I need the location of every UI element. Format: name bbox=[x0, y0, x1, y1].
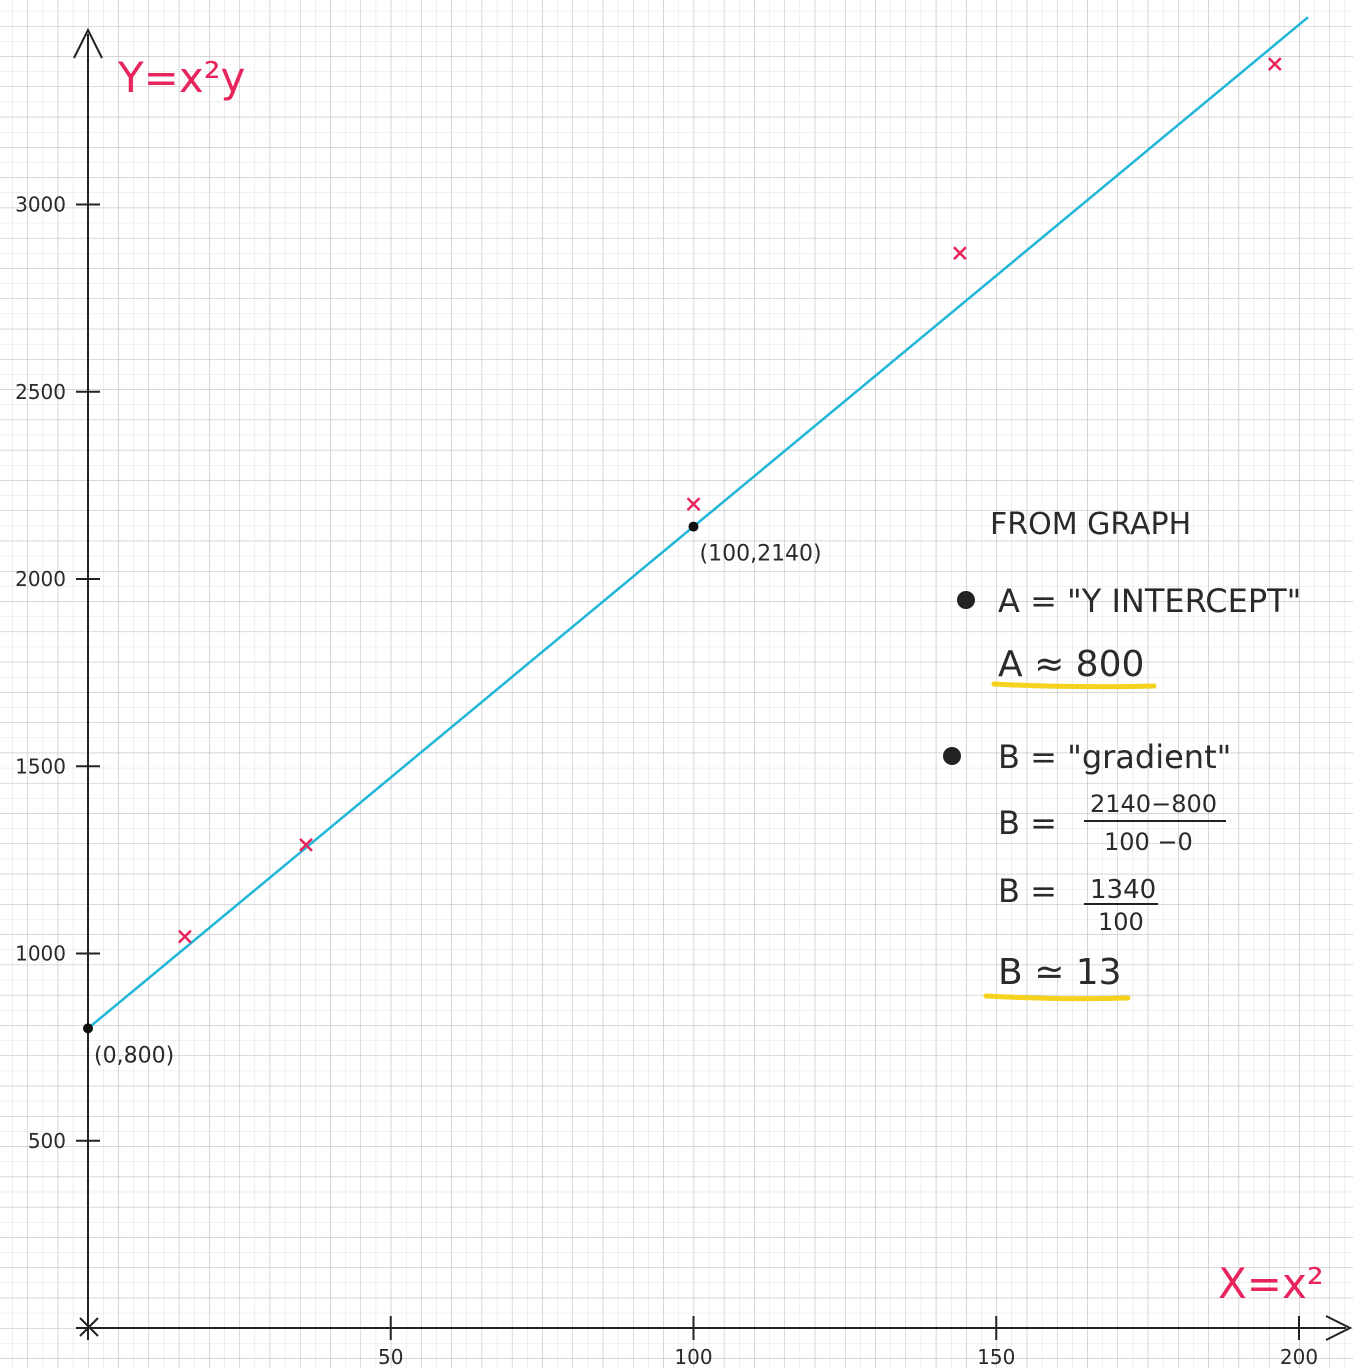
data-point-4 bbox=[1267, 57, 1282, 71]
notes-heading: FROM GRAPH bbox=[990, 507, 1191, 542]
b-fraction-denominator: 100 −0 bbox=[1104, 828, 1193, 856]
x-tick-label-3: 200 bbox=[1280, 1345, 1318, 1368]
y-tick-label-4: 2500 bbox=[15, 380, 66, 404]
bullet-a bbox=[957, 591, 975, 609]
data-point-1 bbox=[299, 838, 313, 852]
b-definition: B = "gradient" bbox=[998, 738, 1231, 776]
x-axis-arrow bbox=[1325, 1315, 1353, 1341]
marked-point-0 bbox=[83, 1023, 93, 1034]
data-points bbox=[177, 57, 1282, 944]
a-definition: A = "Y INTERCEPT" bbox=[998, 582, 1301, 620]
x-tick-label-2: 150 bbox=[977, 1345, 1015, 1368]
b-fraction2-denominator: 100 bbox=[1098, 908, 1144, 936]
y-ticks: 500 1000 1500 2000 2500 3000 bbox=[15, 193, 100, 1153]
bullet-b bbox=[943, 747, 961, 765]
x-axis-label: X=x² bbox=[1218, 1259, 1324, 1308]
notes: FROM GRAPH A = "Y INTERCEPT" A ≈ 800 B =… bbox=[943, 507, 1301, 1002]
marked-point-1 bbox=[688, 521, 699, 532]
y-axis-label: Y=x²y bbox=[117, 53, 245, 102]
data-point-2 bbox=[686, 497, 701, 511]
marked-point-label-0: (0,800) bbox=[94, 1043, 174, 1068]
data-point-0 bbox=[177, 929, 192, 944]
data-point-3 bbox=[953, 246, 967, 261]
b-highlight bbox=[983, 993, 1131, 1002]
b-fraction-numerator: 2140−800 bbox=[1090, 790, 1217, 818]
y-tick-label-0: 500 bbox=[28, 1129, 66, 1153]
marked-points: (0,800) (100,2140) bbox=[83, 521, 822, 1068]
a-value: A ≈ 800 bbox=[998, 644, 1144, 685]
b-fraction2-numerator: 1340 bbox=[1090, 875, 1156, 905]
marked-point-label-1: (100,2140) bbox=[700, 542, 822, 567]
origin-cross-b bbox=[79, 1317, 99, 1337]
x-tick-label-1: 100 bbox=[674, 1345, 712, 1368]
y-tick-label-1: 1000 bbox=[15, 942, 66, 966]
x-ticks: 50 100 150 200 bbox=[378, 1316, 1318, 1368]
y-axis-arrow bbox=[73, 27, 103, 59]
a-highlight bbox=[991, 681, 1157, 690]
b-fraction-lhs: B = bbox=[998, 804, 1057, 842]
y-tick-label-5: 3000 bbox=[15, 193, 66, 217]
y-tick-label-3: 2000 bbox=[15, 567, 66, 591]
x-tick-label-0: 50 bbox=[378, 1345, 403, 1368]
b-value: B ≃ 13 bbox=[998, 952, 1122, 993]
fit-line bbox=[87, 16, 1309, 1030]
b-fraction2-lhs: B = bbox=[998, 872, 1057, 910]
y-tick-label-2: 1500 bbox=[15, 754, 66, 778]
